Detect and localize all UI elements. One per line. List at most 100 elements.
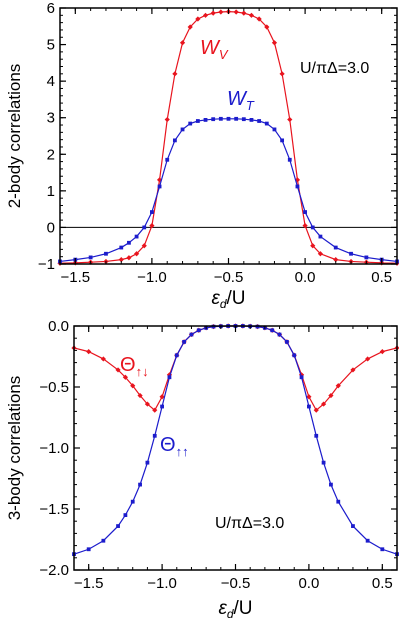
two-body-panel: WV WT −1.5 −1.0 −0.5 0.0 0.5 −1 0 1 2 3 4 5 6 εd/U 2-bod… <box>5 0 399 311</box>
p0-y-axis-label: 2-body correlations <box>5 64 24 209</box>
p1-series-1-point <box>116 524 120 528</box>
p0-series-1-point <box>318 234 323 239</box>
p0-series-1-point <box>150 210 154 214</box>
p1-y-tick-label: −2.0 <box>39 562 69 579</box>
p0-series-0-point <box>210 10 216 16</box>
p1-series-1-point <box>292 353 297 358</box>
p0-x-tick-label: −1.0 <box>137 269 167 286</box>
p1-x-axis-label: εd/U <box>218 598 252 621</box>
p0-series-0-point <box>172 71 178 77</box>
p1-series-0-label: Θ↑↓ <box>120 354 149 379</box>
p0-series-0-point <box>149 223 155 229</box>
p0-parameter-annotation: U/πΔ=3.0 <box>300 60 369 77</box>
p1-series-1-point <box>351 524 355 528</box>
p0-series-0-point <box>218 9 224 15</box>
p0-series-0-point <box>164 116 170 123</box>
p1-x-tick-label: 0.5 <box>372 575 393 592</box>
p0-series-0-point <box>264 24 270 30</box>
p1-series-0-point <box>100 356 106 362</box>
p1-series-0-point <box>365 356 371 362</box>
p0-series-0-point <box>118 257 124 263</box>
p1-series-1-point <box>182 339 187 344</box>
p0-y-tick-label: 0 <box>47 219 55 236</box>
p0-x-tick-label: −1.5 <box>61 269 91 286</box>
p0-y-tick-label: 3 <box>47 110 55 127</box>
p0-x-tick-label: 0.0 <box>295 269 316 286</box>
p1-y-axis-label: 3-body correlations <box>5 376 24 521</box>
p0-series-0-point <box>195 16 201 22</box>
p1-series-1-point <box>314 433 319 438</box>
p0-series-0-point <box>233 9 239 15</box>
p0-series-1-point <box>280 138 285 143</box>
p1-y-tick-label: 0.0 <box>48 318 69 335</box>
p0-series-0-point <box>271 40 278 46</box>
p0-x-tick-label: 0.5 <box>371 269 392 286</box>
p0-y-tick-label: 2 <box>47 146 55 163</box>
p0-series-1-label: WT <box>227 88 255 113</box>
p0-series-1-point <box>241 117 246 122</box>
p0-series-1-point <box>188 121 193 126</box>
p0-y-tick-label: 4 <box>47 73 55 90</box>
p0-series-1-point <box>295 184 300 189</box>
p0-series-0-point <box>333 257 339 263</box>
p1-series-0-point <box>86 349 92 355</box>
p1-series-0-point <box>313 407 319 413</box>
p1-series-0-point <box>350 367 356 373</box>
p1-series-1-point <box>321 460 326 465</box>
p0-series-0-point <box>256 16 262 22</box>
p1-series-1-point <box>380 547 385 552</box>
p0-series-0-point <box>248 12 255 18</box>
p1-series-1-point <box>329 482 333 487</box>
p1-series-0-point <box>122 374 128 380</box>
p1-series-0-point <box>137 392 143 399</box>
p0-series-1-point <box>287 157 292 162</box>
p0-series-0-line <box>59 11 398 264</box>
p0-series-1-point <box>249 118 254 122</box>
p0-series-0-point <box>310 243 316 249</box>
p1-series-0-point <box>152 407 158 413</box>
p0-series-1-point <box>142 225 147 230</box>
p0-series-1-point <box>264 121 269 126</box>
p1-series-1-point <box>277 332 282 337</box>
p0-series-0-point <box>179 40 186 46</box>
p0-series-0-point <box>187 24 193 30</box>
p1-x-tick-label: −1.0 <box>147 575 177 592</box>
p1-series-0-point <box>328 392 334 399</box>
p0-series-0-point <box>241 10 247 16</box>
p0-series-1-point <box>257 119 262 123</box>
p0-series-0-point <box>126 255 132 261</box>
p0-plot-frame <box>59 7 398 265</box>
p1-y-tick-label: −1.5 <box>39 501 69 518</box>
p0-series-1-point <box>195 119 200 123</box>
p0-series-1-point <box>172 138 177 143</box>
p0-series-1-point <box>333 245 338 250</box>
p0-series-0-point <box>287 116 293 123</box>
p0-series-1-point <box>226 116 231 121</box>
p1-series-1-point <box>365 538 370 543</box>
p0-series-1-point <box>234 116 239 121</box>
p0-x-tick-label: −0.5 <box>214 269 244 286</box>
p1-x-tick-label: −0.5 <box>221 575 251 592</box>
p0-series-1-point <box>272 127 277 132</box>
p0-series-1-point <box>218 116 223 121</box>
p1-series-0-point <box>379 349 385 355</box>
p1-series-1-point <box>130 499 135 504</box>
p1-series-1-point <box>270 328 275 333</box>
p0-y-tick-label: −1 <box>38 256 55 273</box>
p1-series-1-label: Θ↑↑ <box>160 434 189 459</box>
p0-y-tick-label: 5 <box>47 37 55 54</box>
p1-series-1-point <box>284 339 289 344</box>
p1-series-0-point <box>144 401 151 407</box>
p1-series-1-point <box>174 353 179 358</box>
p1-series-0-point <box>115 367 121 373</box>
p0-series-1-point <box>303 210 307 214</box>
three-body-panel: Θ↑↓ Θ↑↑ −1.5 −1.0 −0.5 0.0 0.5 −2.0 −1.5 −1.0 −0.5… <box>5 318 399 621</box>
p1-series-1-point <box>123 513 128 517</box>
p1-series-1-point <box>299 375 304 380</box>
p1-x-tick-label: −1.5 <box>74 575 104 592</box>
p1-series-1-point <box>307 404 311 409</box>
p0-series-1-point <box>157 184 162 189</box>
p1-series-1-point <box>160 404 164 409</box>
p1-series-0-point <box>159 394 165 400</box>
